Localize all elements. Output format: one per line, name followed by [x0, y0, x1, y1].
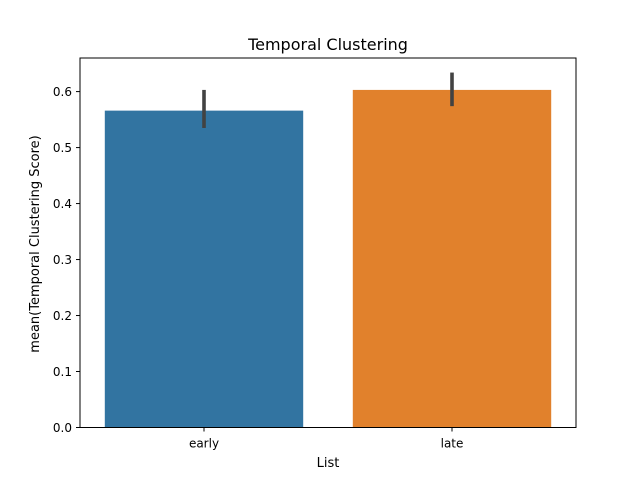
- y-tick-label: 0.6: [53, 85, 72, 99]
- y-axis-ticks: 0.0 0.1 0.2 0.3 0.4 0.5 0.6: [53, 85, 80, 435]
- x-axis-label: List: [317, 456, 340, 471]
- bar-late: [352, 89, 552, 428]
- y-tick-label: 0.4: [53, 197, 72, 211]
- chart-title: Temporal Clustering: [247, 35, 408, 54]
- bars-layer: [104, 89, 552, 428]
- plot-frame: [79, 57, 577, 428]
- y-tick-label: 0.5: [53, 141, 72, 155]
- y-axis-label: mean(Temporal Clustering Score): [28, 135, 43, 352]
- errorbars-layer: [202, 72, 454, 128]
- y-tick-label: 0.1: [53, 365, 72, 379]
- x-tick-label-late: late: [441, 437, 464, 451]
- y-tick-label: 0.3: [53, 253, 72, 267]
- x-tick-label-early: early: [189, 437, 219, 451]
- y-tick-label: 0.0: [53, 421, 72, 435]
- bar-early: [104, 110, 304, 428]
- x-axis-ticks: early late: [189, 427, 464, 451]
- y-tick-label: 0.2: [53, 309, 72, 323]
